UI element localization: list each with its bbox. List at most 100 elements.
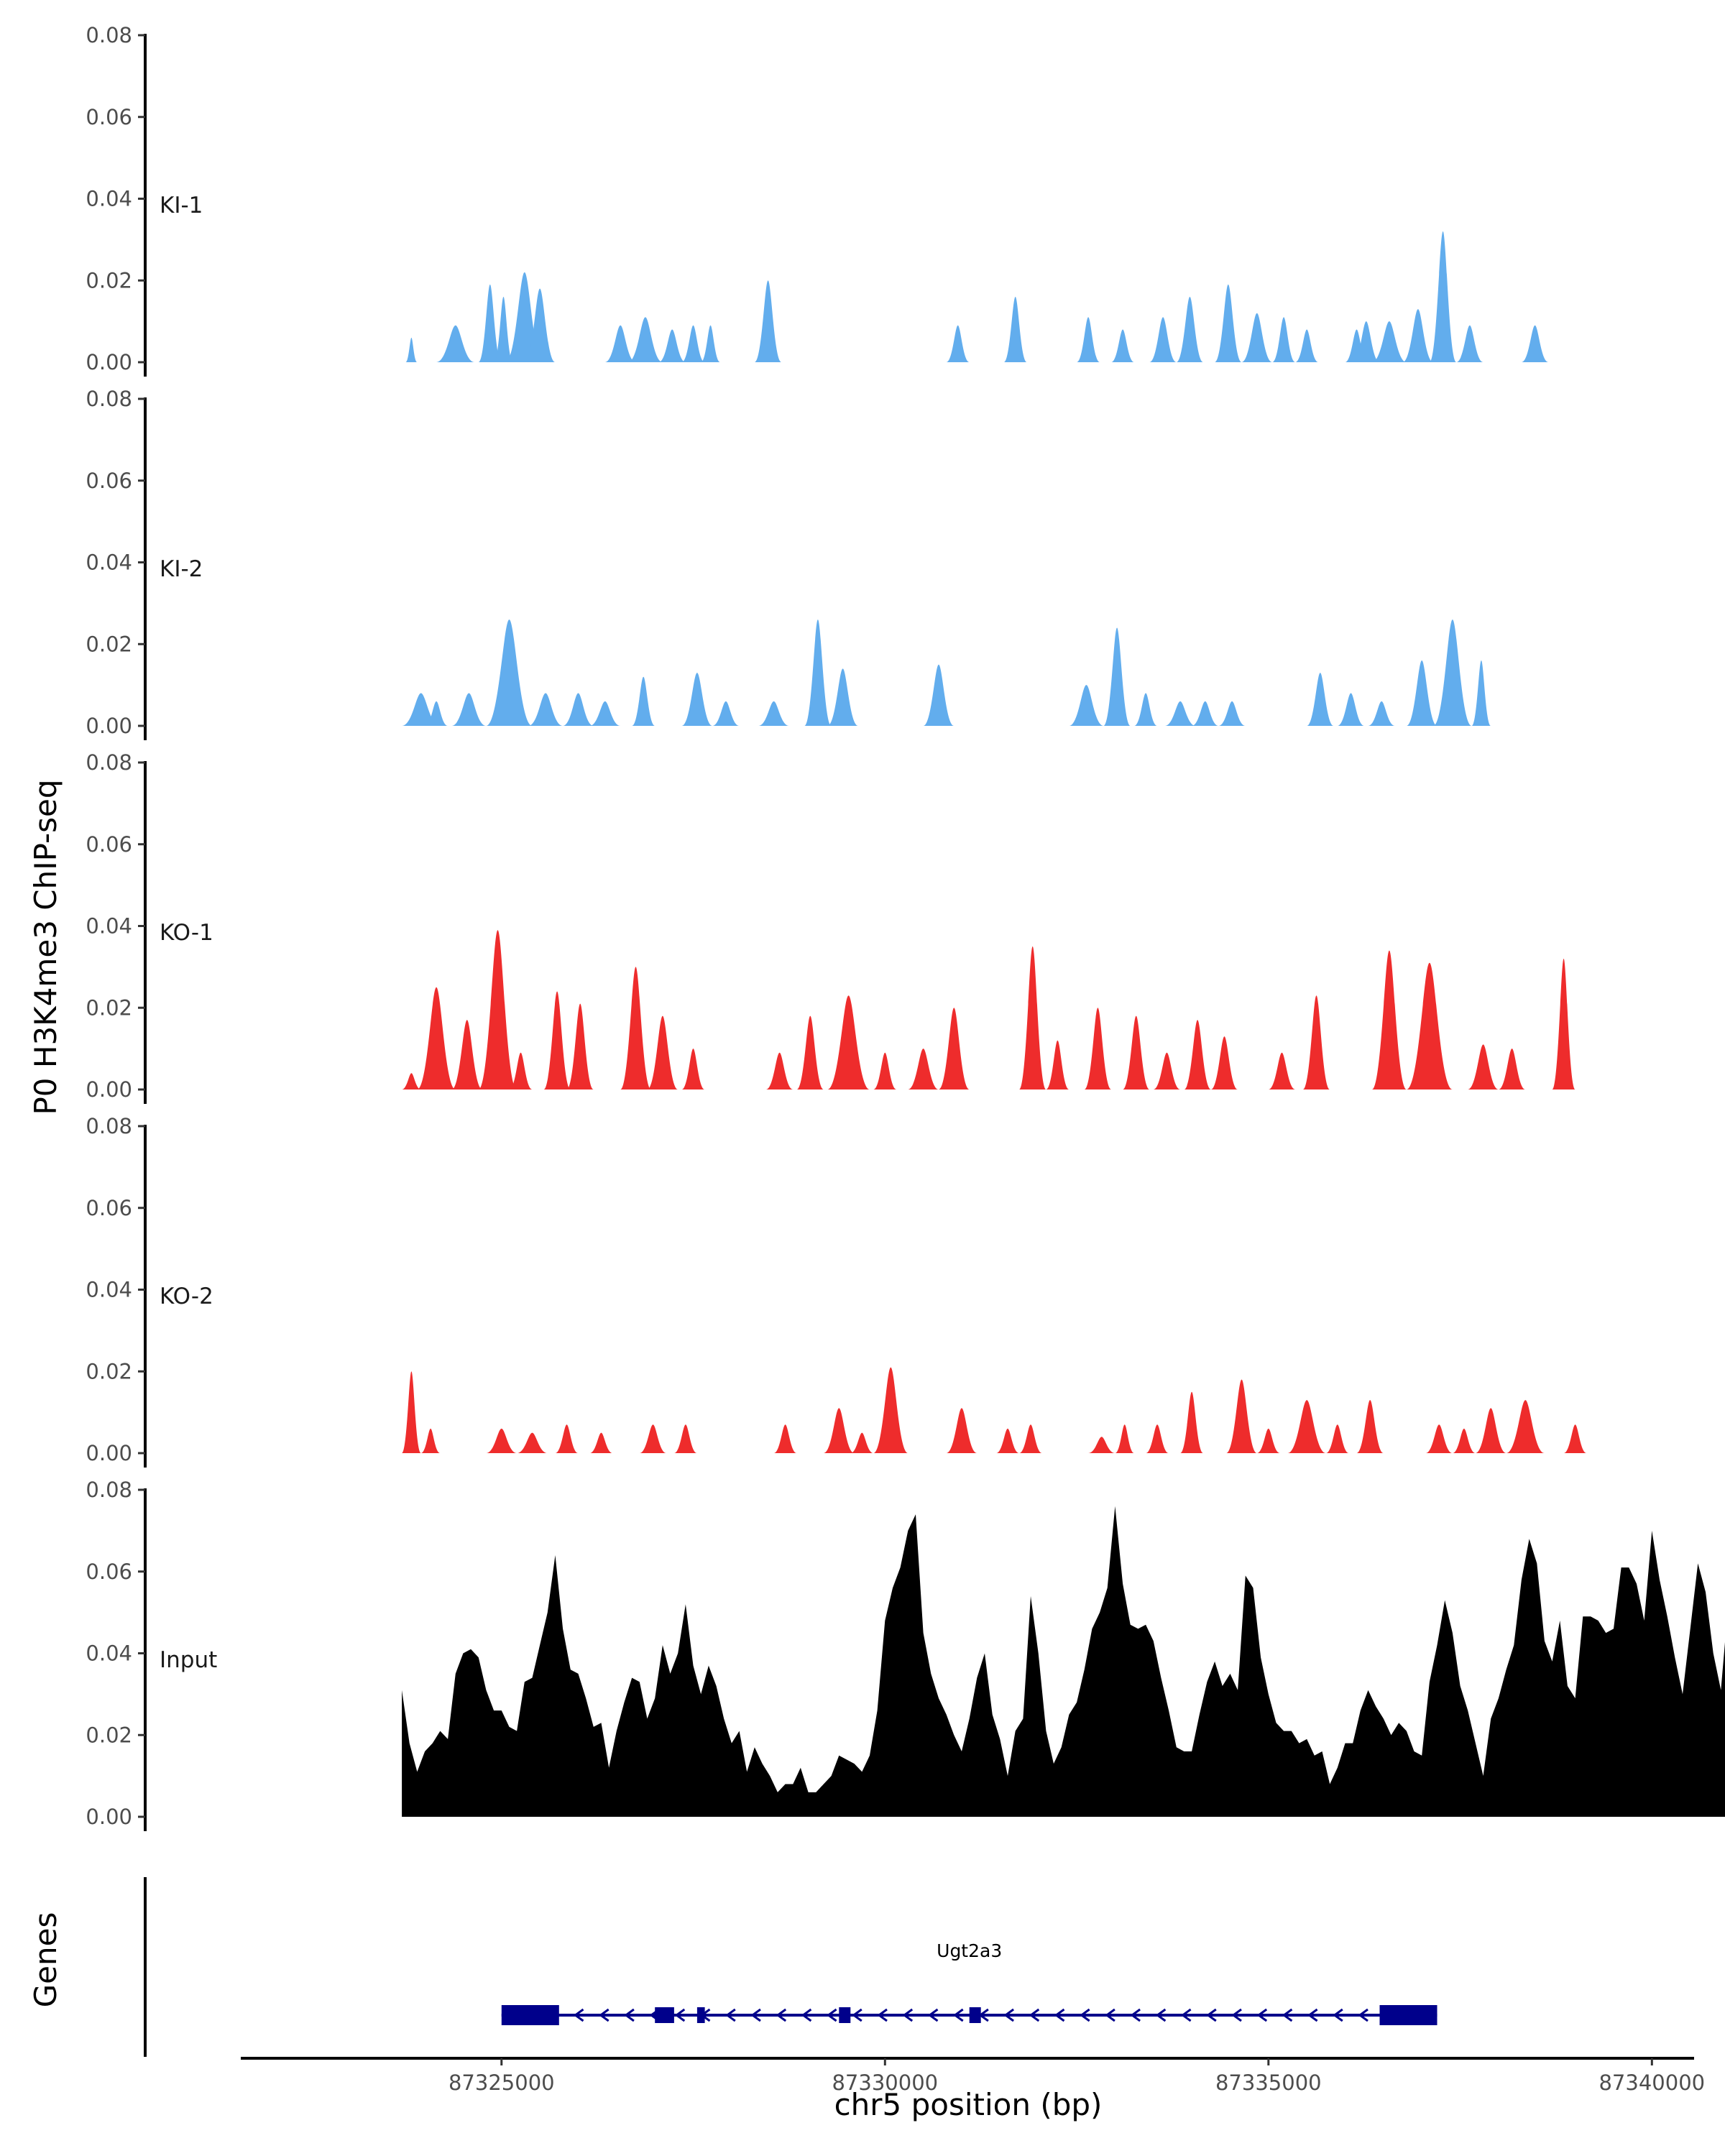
y-tick-label: 0.02 — [86, 1723, 132, 1747]
strand-arrow — [1105, 2008, 1116, 2022]
signal-peak — [1046, 1040, 1070, 1089]
signal-peak — [908, 1049, 939, 1089]
signal-peak — [823, 1408, 855, 1453]
track-label: KO-2 — [160, 1284, 213, 1309]
signal-peak — [528, 693, 564, 726]
signal-peak — [1433, 619, 1472, 726]
signal-peak — [1337, 693, 1365, 726]
y-tick-label: 0.08 — [86, 23, 132, 47]
signal-peak — [589, 701, 621, 726]
signal-peak — [1103, 627, 1131, 726]
signal-peak — [425, 701, 448, 726]
signal-peak — [923, 664, 954, 726]
y-tick-label: 0.06 — [86, 105, 132, 129]
signal-peak — [946, 325, 970, 362]
genes-panel: Ugt2a3 — [144, 1877, 1438, 2057]
signal-peak — [1176, 297, 1204, 362]
signal-peak — [1429, 231, 1457, 362]
y-tick-label: 0.04 — [86, 187, 132, 211]
signal-peak — [758, 701, 789, 726]
input-signal-area — [402, 1506, 1725, 1817]
track-label: KI-1 — [160, 193, 203, 218]
signal-peak — [1268, 1052, 1296, 1089]
signal-peak — [1272, 317, 1296, 362]
signal-peak — [1115, 1424, 1135, 1453]
track-panels: 0.08 0.06 0.04 0.02 0.00 KI-1 0.08 0.06 0.04 0.02… — [86, 23, 1725, 1831]
strand-arrow — [1080, 2008, 1090, 2022]
signal-peak — [1325, 1424, 1349, 1453]
strand-arrow — [1256, 2008, 1268, 2022]
signal-peak — [451, 693, 487, 726]
signal-peak — [1406, 962, 1453, 1089]
y-tick-label: 0.02 — [86, 632, 132, 656]
signal-peak — [627, 317, 663, 362]
genes-axis-title: Genes — [28, 1912, 63, 2008]
signal-peak — [681, 1049, 705, 1089]
signal-peak — [604, 325, 636, 362]
signal-peak — [804, 619, 832, 726]
signal-peak — [701, 325, 720, 362]
strand-arrow — [953, 2008, 964, 2022]
y-tick-label: 0.08 — [86, 1114, 132, 1138]
track-label: Input — [160, 1647, 217, 1673]
track-ki-1: 0.08 0.06 0.04 0.02 0.00 KI-1 — [86, 23, 1549, 377]
strand-arrow — [1029, 2008, 1040, 2022]
strand-arrow — [1333, 2008, 1343, 2022]
y-tick-label: 0.02 — [86, 995, 132, 1020]
signal-peak — [681, 673, 713, 726]
strand-arrow — [750, 2008, 761, 2022]
signal-peak — [420, 1428, 441, 1453]
strand-arrow — [1231, 2008, 1242, 2022]
signal-peak — [1295, 329, 1319, 362]
track-input: 0.08 0.06 0.04 0.02 0.00 Input — [86, 1478, 1725, 1831]
signal-peak — [1406, 660, 1438, 726]
signal-peak — [402, 693, 441, 726]
track-label: KO-1 — [160, 920, 213, 946]
signal-peak — [712, 701, 740, 726]
x-tick-label: 87340000 — [1598, 2070, 1705, 2095]
gene-label: Ugt2a3 — [937, 1940, 1002, 1961]
signal-peak — [1184, 1020, 1211, 1089]
strand-arrow — [1054, 2008, 1065, 2022]
strand-arrow — [1307, 2008, 1318, 2022]
signal-peak — [1371, 950, 1407, 1089]
y-tick-label: 0.00 — [86, 1077, 132, 1102]
signal-peak — [765, 1052, 794, 1089]
signal-peak — [1123, 1015, 1150, 1089]
signal-peak — [1302, 995, 1330, 1089]
signal-peak — [1218, 701, 1246, 726]
strand-arrow — [927, 2008, 939, 2022]
strand-arrow — [776, 2008, 787, 2022]
signal-peak — [1521, 325, 1549, 362]
x-axis: 87325000 87330000 87335000 87340000 — [241, 2057, 1705, 2095]
x-tick-label: 87325000 — [448, 2070, 555, 2095]
y-tick-label: 0.00 — [86, 1441, 132, 1465]
signal-peak — [1226, 1379, 1257, 1453]
signal-peak — [873, 1052, 897, 1089]
signal-peak — [543, 991, 571, 1089]
signal-peak — [1084, 1008, 1112, 1089]
strand-arrow — [1206, 2008, 1217, 2022]
signal-peak — [1256, 1428, 1280, 1453]
y-tick-label: 0.00 — [86, 350, 132, 374]
signal-peak — [1069, 685, 1104, 726]
gene-exon — [969, 2007, 981, 2023]
signal-peak — [681, 325, 705, 362]
signal-peak — [1019, 1424, 1042, 1453]
y-tick-label: 0.04 — [86, 914, 132, 939]
signal-peak — [620, 967, 651, 1089]
strand-arrow — [852, 2008, 862, 2022]
track-ko-1: 0.08 0.06 0.04 0.02 0.00 KO-1 — [86, 750, 1576, 1104]
signal-peak — [1149, 317, 1177, 362]
signal-peak — [827, 995, 870, 1089]
signal-peak — [1356, 1400, 1384, 1453]
signal-peak — [517, 1432, 548, 1453]
signal-peak — [946, 1408, 978, 1453]
signal-peak — [796, 1015, 824, 1089]
signal-peak — [563, 693, 594, 726]
signal-peak — [1287, 1400, 1326, 1453]
strand-arrow — [573, 2008, 584, 2022]
signal-peak — [486, 619, 533, 726]
strand-arrow — [1003, 2008, 1014, 2022]
